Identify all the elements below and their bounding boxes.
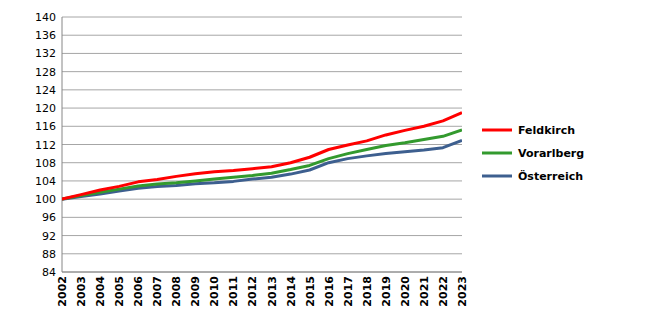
y-tick-label: 96	[42, 211, 56, 224]
grid-line	[62, 89, 462, 90]
x-tick-label: 2008	[170, 276, 183, 307]
grid-line	[62, 162, 462, 163]
grid-line	[62, 253, 462, 254]
x-tick-label: 2014	[285, 276, 298, 307]
y-tick-label: 116	[35, 120, 56, 133]
x-tick-label: 2023	[456, 276, 469, 307]
chart-container: 84 88 92 96 100 104 108 112 116 120 124 128 132 136 14…	[0, 0, 667, 317]
grid-line	[62, 199, 462, 200]
legend: Feldkirch Vorarlberg Österreich	[482, 124, 584, 183]
y-tick-label: 84	[42, 266, 56, 279]
y-tick-label: 88	[42, 248, 56, 261]
grid-line	[62, 272, 462, 273]
y-tick-label: 92	[42, 230, 56, 243]
x-tick-label: 2016	[323, 276, 336, 307]
x-tick-label: 2013	[266, 276, 279, 307]
y-tick-label: 104	[35, 175, 56, 188]
x-tick-label: 2006	[132, 276, 145, 307]
y-tick-label: 108	[35, 157, 56, 170]
x-tick-label: 2003	[75, 276, 88, 307]
x-tick-label: 2011	[227, 276, 240, 307]
x-tick-label: 2007	[151, 276, 164, 307]
x-tick-label: 2022	[437, 276, 450, 307]
grid-line	[62, 217, 462, 218]
series-lines	[62, 113, 462, 200]
legend-swatch	[482, 129, 512, 132]
y-tick-label: 100	[35, 193, 56, 206]
x-tick-label: 2021	[418, 276, 431, 307]
chart-svg: 84 88 92 96 100 104 108 112 116 120 124 128 132 136 14…	[0, 0, 667, 317]
series-line	[62, 130, 462, 199]
x-tick-label: 2017	[342, 276, 355, 307]
grid-line	[62, 126, 462, 127]
legend-label: Österreich	[518, 169, 583, 183]
y-tick-label: 140	[35, 11, 56, 24]
grid-line	[62, 108, 462, 109]
grid-line	[62, 180, 462, 181]
legend-swatch	[482, 175, 512, 178]
y-tick-label: 124	[35, 84, 56, 97]
grid-line	[62, 235, 462, 236]
x-tick-label: 2012	[246, 276, 259, 307]
x-axis	[62, 272, 462, 273]
y-axis	[62, 17, 63, 272]
x-tick-label: 2004	[94, 276, 107, 307]
x-tick-label: 2020	[399, 276, 412, 307]
x-tick-label: 2019	[380, 276, 393, 307]
grid-line	[62, 53, 462, 54]
x-tick-label: 2009	[189, 276, 202, 307]
grid-line	[62, 35, 462, 36]
series-line	[62, 140, 462, 199]
y-tick-label: 120	[35, 102, 56, 115]
y-tick-label: 132	[35, 47, 56, 60]
y-tick-label: 128	[35, 66, 56, 79]
legend-label: Feldkirch	[518, 124, 575, 137]
x-tick-label: 2002	[56, 276, 69, 307]
x-tick-label: 2005	[113, 276, 126, 307]
x-tick-label: 2018	[361, 276, 374, 307]
series-line	[62, 113, 462, 200]
x-tick-label: 2015	[304, 276, 317, 307]
legend-label: Vorarlberg	[518, 147, 584, 160]
grid-line	[62, 71, 462, 72]
legend-swatch	[482, 152, 512, 155]
grid-line	[62, 17, 462, 18]
y-tick-label: 112	[35, 139, 56, 152]
x-tick-label: 2010	[208, 276, 221, 307]
grid	[62, 17, 462, 272]
y-tick-label: 136	[35, 29, 56, 42]
